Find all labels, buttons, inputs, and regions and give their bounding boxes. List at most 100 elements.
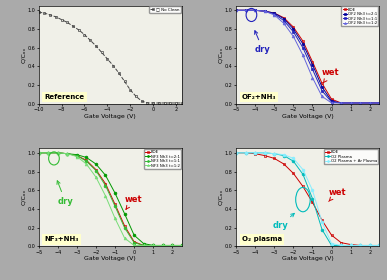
NF3 Nh3 t=1:1 — [36, 151, 41, 155]
OF2 Nh3 t=1:1 — [301, 46, 305, 49]
BOE — [243, 9, 248, 12]
NF3 Nh3 t=2:1 — [75, 153, 79, 156]
Text: wet: wet — [322, 69, 339, 83]
O2 Plasma + Ar Plasma — [291, 157, 296, 160]
NF3 Nh3 t=1:1 — [113, 204, 117, 208]
□ No Clean — [122, 80, 127, 83]
NF3 Nh3 t=1:2 — [103, 194, 108, 197]
BOE — [329, 234, 334, 237]
O2 Plasma — [367, 244, 372, 247]
O2 Plasma + Ar Plasma — [301, 168, 305, 171]
O2 Plasma + Ar Plasma — [234, 151, 238, 155]
NF3 Nh3 t=1:1 — [65, 152, 70, 155]
Text: dry: dry — [272, 213, 294, 230]
BOE — [65, 152, 70, 155]
BOE — [46, 151, 51, 155]
BOE — [160, 244, 165, 247]
Y-axis label: C/Cₒₓ: C/Cₒₓ — [21, 46, 26, 63]
NF3 Nh3 t=1:1 — [160, 244, 165, 247]
□ No Clean — [42, 11, 47, 15]
OF2 Nh3 t=1:1 — [262, 10, 267, 13]
Line: O2 Plasma: O2 Plasma — [235, 151, 381, 247]
OF2 Nh3 t=2:1 — [329, 99, 334, 103]
O2 Plasma + Ar Plasma — [367, 244, 372, 247]
□ No Clean — [105, 57, 110, 61]
OF2 Nh3 t=1:2 — [348, 101, 353, 105]
NF3 Nh3 t=2:1 — [122, 212, 127, 215]
OF2 Nh3 t=1:2 — [329, 101, 334, 105]
NF3 Nh3 t=1:1 — [151, 244, 156, 247]
O2 Plasma — [253, 151, 258, 155]
□ No Clean — [168, 101, 173, 105]
OF2 Nh3 t=1:2 — [243, 9, 248, 12]
O2 Plasma — [377, 244, 382, 247]
Line: NF3 Nh3 t=1:1: NF3 Nh3 t=1:1 — [37, 151, 183, 247]
□ No Clean — [65, 21, 70, 24]
Line: BOE: BOE — [235, 151, 381, 247]
BOE — [253, 152, 258, 155]
OF2 Nh3 t=2:1 — [253, 9, 258, 12]
X-axis label: Gate Voltage (V): Gate Voltage (V) — [282, 114, 334, 119]
NF3 Nh3 t=1:2 — [46, 151, 51, 155]
OF2 Nh3 t=1:2 — [320, 95, 324, 98]
Legend: BOE, OF2 Nh3 t=2:1, OF2 Nh3 t=1:1, OF2 Nh3 t=1:2: BOE, OF2 Nh3 t=2:1, OF2 Nh3 t=1:1, OF2 N… — [341, 6, 378, 27]
O2 Plasma — [282, 154, 286, 157]
OF2 Nh3 t=2:1 — [339, 101, 343, 105]
□ No Clean — [94, 44, 98, 48]
□ No Clean — [134, 95, 138, 98]
BOE — [122, 224, 127, 227]
OF2 Nh3 t=1:2 — [358, 101, 363, 105]
NF3 Nh3 t=1:2 — [141, 244, 146, 247]
BOE — [151, 244, 156, 247]
O2 Plasma + Ar Plasma — [282, 153, 286, 156]
NF3 Nh3 t=2:1 — [141, 242, 146, 245]
O2 Plasma — [272, 152, 277, 155]
NF3 Nh3 t=1:2 — [122, 236, 127, 240]
NF3 Nh3 t=2:1 — [103, 174, 108, 177]
NF3 Nh3 t=1:1 — [103, 184, 108, 187]
OF2 Nh3 t=1:2 — [253, 9, 258, 12]
NF3 Nh3 t=2:1 — [36, 151, 41, 155]
OF2 Nh3 t=1:2 — [291, 35, 296, 38]
O2 Plasma + Ar Plasma — [358, 244, 363, 247]
□ No Clean — [36, 10, 41, 14]
Line: O2 Plasma + Ar Plasma: O2 Plasma + Ar Plasma — [235, 151, 381, 247]
OF2 Nh3 t=1:2 — [339, 101, 343, 105]
O2 Plasma + Ar Plasma — [329, 242, 334, 245]
BOE — [377, 244, 382, 247]
NF3 Nh3 t=1:2 — [65, 152, 70, 155]
BOE — [132, 240, 136, 243]
BOE — [180, 244, 184, 247]
OF2 Nh3 t=1:1 — [367, 101, 372, 105]
Line: □ No Clean: □ No Clean — [37, 11, 183, 104]
BOE — [310, 201, 315, 204]
O2 Plasma — [262, 151, 267, 155]
NF3 Nh3 t=2:1 — [113, 191, 117, 195]
OF2 Nh3 t=2:1 — [348, 101, 353, 105]
OF2 Nh3 t=1:1 — [320, 89, 324, 92]
O2 Plasma — [339, 244, 343, 247]
BOE — [234, 9, 238, 12]
□ No Clean — [111, 64, 115, 67]
NF3 Nh3 t=1:1 — [122, 226, 127, 229]
BOE — [367, 101, 372, 105]
NF3 Nh3 t=1:1 — [132, 241, 136, 244]
□ No Clean — [77, 28, 81, 32]
OF2 Nh3 t=1:1 — [339, 101, 343, 105]
NF3 Nh3 t=1:2 — [132, 244, 136, 247]
O2 Plasma + Ar Plasma — [272, 152, 277, 155]
OF2 Nh3 t=1:2 — [272, 13, 277, 17]
NF3 Nh3 t=1:2 — [180, 244, 184, 247]
O2 Plasma + Ar Plasma — [243, 151, 248, 155]
O2 Plasma — [291, 160, 296, 163]
OF2 Nh3 t=1:1 — [310, 67, 315, 71]
OF2 Nh3 t=1:1 — [282, 19, 286, 22]
Text: wet: wet — [124, 195, 142, 209]
NF3 Nh3 t=2:1 — [55, 151, 60, 155]
□ No Clean — [48, 13, 53, 17]
OF2 Nh3 t=2:1 — [358, 101, 363, 105]
Y-axis label: C/Cₒₓ: C/Cₒₓ — [219, 189, 224, 206]
□ No Clean — [157, 101, 161, 105]
Text: Reference: Reference — [45, 94, 84, 100]
O2 Plasma — [348, 244, 353, 247]
